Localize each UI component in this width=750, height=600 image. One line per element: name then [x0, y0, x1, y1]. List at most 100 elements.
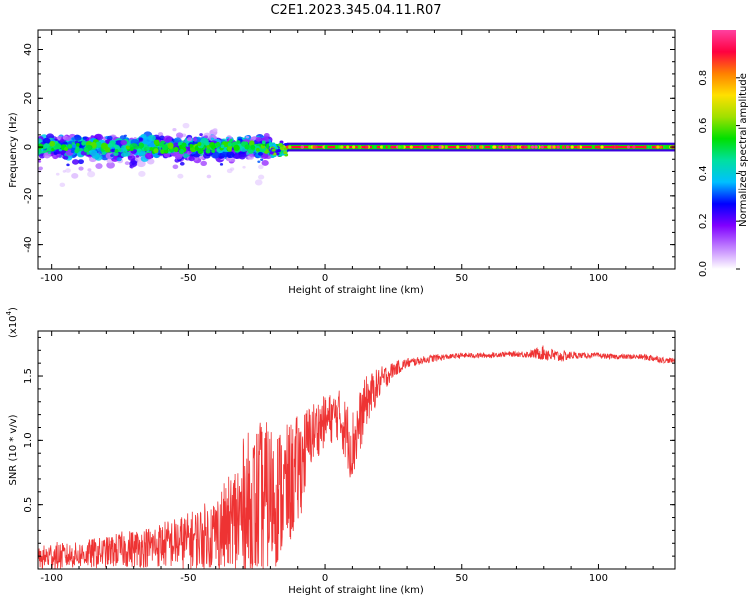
svg-text:(x104): (x104)	[5, 307, 19, 338]
colorbar: 0.0 0.2 0.4 0.6 0.8 Normalized spectral ampl…	[698, 30, 749, 277]
heatmap-cell	[257, 160, 261, 163]
heatmap-cell	[138, 170, 146, 177]
snr-y-axis: 0.5 1.0 1.5	[23, 336, 675, 570]
heatmap-cell	[271, 148, 276, 152]
heatmap-cell	[74, 135, 82, 141]
heatmap-peak	[288, 145, 292, 149]
heatmap-cell	[258, 174, 265, 180]
heatmap-peak	[220, 144, 225, 149]
heatmap-peak	[430, 145, 434, 149]
heatmap-peak	[49, 140, 56, 147]
heatmap-peak	[167, 142, 174, 149]
heatmap-cell	[157, 132, 164, 137]
heatmap-peak	[215, 142, 221, 148]
heatmap-cell	[172, 164, 179, 170]
heatmap-peak	[346, 145, 350, 149]
heatmap-cell	[77, 159, 84, 165]
heatmap-peak	[547, 145, 551, 149]
y-tick-label: 40	[23, 43, 34, 56]
heatmap-peak	[656, 145, 660, 149]
heatmap-peak	[357, 145, 361, 149]
heatmap-cell	[283, 151, 288, 155]
heatmap-peak	[492, 145, 496, 149]
heatmap-cell	[38, 166, 43, 171]
heatmap-cell	[123, 134, 127, 137]
heatmap-peak	[531, 145, 535, 149]
heatmap-peak	[643, 145, 647, 149]
heatmap-peak	[153, 139, 160, 146]
heatmap-peak	[210, 144, 216, 150]
heatmap-peak	[340, 145, 344, 149]
x-tick-label: 50	[455, 273, 468, 284]
heatmap-cell	[59, 139, 65, 143]
spectrogram-x-axis: -100 -50 0 50 100	[40, 30, 654, 284]
heatmap-cell	[78, 166, 84, 171]
heatmap-cell	[135, 154, 140, 158]
heatmap-peak	[100, 142, 108, 150]
heatmap-peak	[197, 141, 202, 147]
x-tick-label: 100	[589, 573, 608, 584]
heatmap-peak	[107, 142, 113, 148]
heatmap-peak	[632, 145, 636, 149]
heatmap-cell	[110, 154, 114, 158]
heatmap-cell	[212, 128, 218, 133]
colorbar-tick-label: 0.8	[698, 70, 709, 86]
x-tick-label: 0	[322, 573, 328, 584]
heatmap-cell	[116, 157, 122, 162]
heatmap-cell	[138, 137, 143, 141]
heatmap-peak	[153, 148, 159, 154]
heatmap-cell	[263, 133, 270, 138]
heatmap-cell	[226, 151, 235, 159]
heatmap-peak	[83, 147, 89, 153]
heatmap-cell	[226, 168, 233, 174]
y-tick-label: -20	[23, 188, 34, 204]
heatmap-peak	[523, 145, 527, 149]
heatmap-peak	[382, 145, 386, 149]
heatmap-peak	[55, 143, 62, 150]
heatmap-peak	[520, 145, 525, 149]
heatmap-cell	[63, 155, 69, 160]
heatmap-peak	[64, 146, 69, 152]
snr-y-label: SNR (10 * v/v)	[8, 414, 19, 485]
snr-multiplier-exp: 4	[5, 310, 13, 315]
heatmap-peak	[95, 141, 102, 148]
heatmap-cell	[245, 135, 250, 139]
spectrogram-panel: -100 -50 0 50 100 -40 -20 0 20 40 Height of stra…	[8, 29, 676, 296]
colorbar-tick-label: 0.0	[698, 261, 709, 277]
heatmap-peak	[197, 148, 204, 154]
heatmap-peak	[249, 140, 255, 146]
heatmap-cell	[70, 149, 75, 153]
heatmap-cell	[124, 161, 130, 166]
heatmap-peak	[591, 145, 595, 149]
heatmap-peak	[409, 145, 413, 149]
heatmap-peak	[534, 145, 538, 149]
heatmap-peak	[475, 145, 480, 149]
heatmap-cell	[175, 132, 184, 139]
colorbar-label: Normalized spectral amplitude	[738, 73, 749, 227]
heatmap-peak	[161, 144, 168, 151]
heatmap-cell	[279, 146, 284, 150]
heatmap-cell	[275, 151, 280, 156]
heatmap-cell	[53, 152, 58, 156]
heatmap-peak	[513, 145, 517, 149]
snr-multiplier-close: )	[8, 307, 19, 311]
heatmap-cell	[210, 151, 220, 159]
heatmap-peak	[444, 145, 448, 149]
heatmap-peak	[527, 145, 531, 149]
heatmap-cell	[71, 137, 76, 141]
heatmap-cell	[186, 137, 193, 142]
heatmap-peak	[390, 145, 395, 149]
heatmap-peak	[300, 145, 304, 149]
heatmap-peak	[125, 145, 130, 150]
heatmap-cell	[231, 158, 236, 163]
heatmap-cell	[261, 160, 269, 166]
heatmap-peak	[423, 145, 427, 149]
snr-panel: -100 -50 0 50 100 0.5 1.0 1.5 Height of straig…	[5, 307, 676, 596]
spectrogram-frame	[37, 29, 676, 270]
heatmap-cell	[172, 127, 177, 132]
x-tick-label: 100	[589, 273, 608, 284]
heatmap-peak	[178, 148, 185, 155]
colorbar-tick-label: 0.4	[698, 165, 709, 181]
heatmap-peak	[466, 145, 471, 149]
heatmap-peak	[181, 142, 187, 148]
